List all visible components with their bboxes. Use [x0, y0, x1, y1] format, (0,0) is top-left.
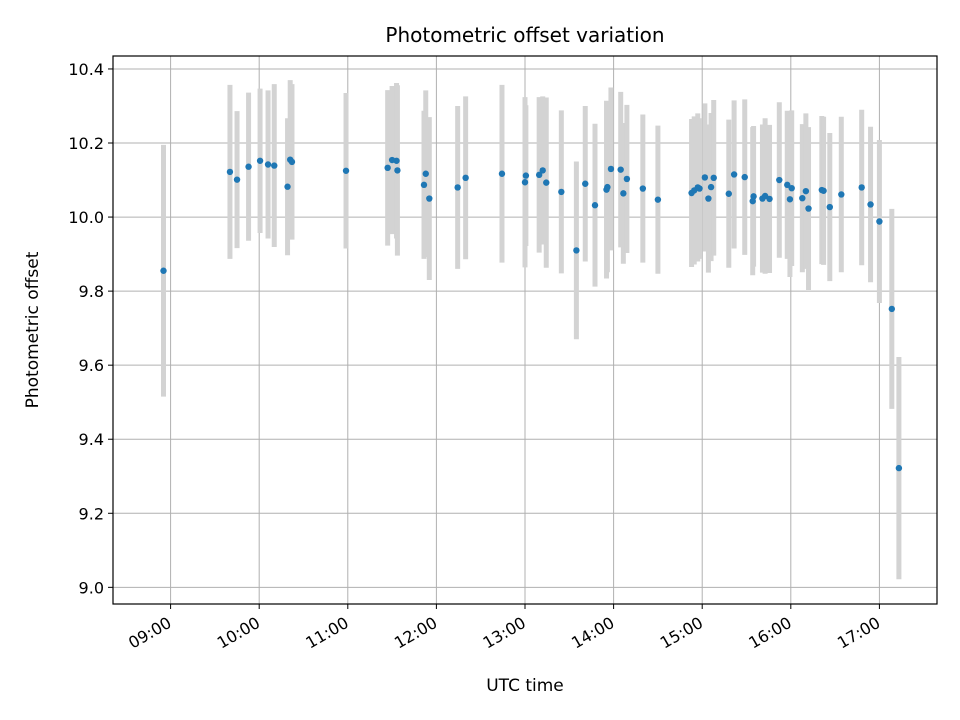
data-point: [617, 166, 624, 173]
data-point: [604, 183, 611, 191]
data-point: [393, 157, 400, 164]
data-point: [730, 171, 738, 178]
data-point: [426, 195, 433, 202]
y-tick-label: 10.2: [68, 134, 104, 153]
data-point: [820, 187, 827, 194]
data-point: [264, 161, 272, 168]
data-point: [654, 196, 662, 203]
data-point: [741, 173, 748, 181]
data-point: [284, 183, 291, 190]
data-point: [750, 193, 757, 200]
data-point: [498, 170, 506, 177]
data-point: [233, 176, 241, 183]
data-point: [766, 195, 773, 203]
data-point: [522, 172, 530, 179]
data-point: [826, 203, 833, 211]
data-point: [867, 201, 874, 208]
data-point: [394, 167, 401, 174]
data-point: [858, 184, 865, 191]
data-point: [749, 197, 756, 205]
data-point: [784, 181, 791, 189]
y-tick-label: 9.2: [79, 504, 104, 523]
data-point: [256, 157, 264, 164]
data-points: [160, 156, 903, 472]
data-point: [342, 167, 350, 174]
data-point: [805, 205, 812, 212]
data-point: [888, 305, 896, 313]
y-tick-label: 9.8: [79, 282, 104, 301]
data-point: [620, 190, 627, 197]
chart-title: Photometric offset variation: [385, 23, 664, 47]
data-point: [696, 185, 703, 192]
data-point: [521, 179, 529, 186]
data-point: [802, 187, 810, 195]
data-point: [535, 171, 543, 179]
data-point: [701, 174, 709, 181]
data-point: [895, 464, 903, 472]
data-point: [288, 158, 296, 166]
data-point: [422, 170, 429, 177]
data-point: [876, 218, 883, 225]
data-point: [573, 247, 580, 254]
data-point: [705, 195, 712, 202]
data-point: [639, 185, 647, 192]
data-point: [776, 176, 783, 184]
data-point: [838, 191, 845, 198]
data-point: [788, 184, 795, 192]
data-point: [582, 180, 589, 187]
data-point: [384, 164, 391, 172]
y-tick-label: 9.0: [79, 578, 104, 597]
y-tick-label: 9.6: [79, 356, 104, 375]
data-point: [707, 183, 715, 191]
x-axis-label: UTC time: [486, 676, 564, 696]
data-point: [543, 179, 550, 186]
data-point: [462, 174, 469, 182]
data-point: [558, 188, 565, 196]
data-point: [710, 174, 717, 182]
data-point: [160, 267, 167, 274]
data-point: [786, 196, 794, 203]
data-point: [271, 162, 278, 169]
data-point: [799, 194, 806, 202]
y-tick-label: 10.4: [68, 60, 104, 79]
data-point: [454, 184, 461, 191]
y-tick-label: 9.4: [79, 430, 104, 449]
y-tick-label: 10.0: [68, 208, 104, 227]
data-point: [226, 168, 234, 176]
data-point: [725, 190, 732, 197]
data-point: [245, 163, 252, 170]
data-point: [539, 167, 546, 174]
data-point: [623, 175, 631, 183]
data-point: [607, 165, 615, 173]
y-axis-label: Photometric offset: [23, 251, 43, 408]
data-point: [591, 202, 599, 209]
y-axis-ticks: 9.0 9.2 9.4 9.6 9.8 10.0 10.2 10.4: [68, 60, 113, 597]
data-point: [420, 181, 428, 189]
